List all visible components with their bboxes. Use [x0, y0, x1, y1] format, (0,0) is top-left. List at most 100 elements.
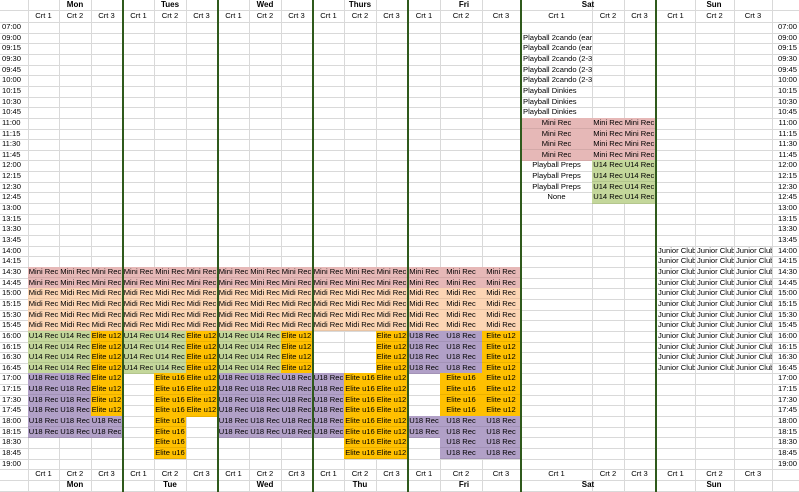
session-cell[interactable]: Elite u12	[91, 362, 122, 374]
session-cell[interactable]: U14 Rec	[123, 330, 154, 342]
session-cell[interactable]: Mini Rec	[154, 277, 186, 289]
session-cell[interactable]: Mini Rec	[91, 266, 122, 279]
session-cell[interactable]: Midi Rec	[123, 298, 154, 311]
session-cell[interactable]: Mini Rec	[376, 277, 407, 289]
session-cell[interactable]: U14 Rec	[592, 171, 624, 183]
session-cell[interactable]: Mini Rec	[281, 277, 312, 289]
session-cell[interactable]: Elite u16	[154, 437, 186, 449]
session-cell[interactable]: Elite u12	[482, 394, 520, 406]
session-cell[interactable]: U18 Rec	[281, 405, 312, 417]
session-cell[interactable]: U18 Rec	[28, 405, 59, 417]
session-cell[interactable]: Junior Club	[697, 245, 734, 255]
session-cell[interactable]: U14 Rec	[59, 352, 91, 364]
session-cell[interactable]: U18 Rec	[408, 416, 440, 428]
session-cell[interactable]: Elite u16	[154, 448, 186, 460]
session-cell[interactable]: Midi Rec	[186, 288, 217, 300]
session-cell[interactable]: Midi Rec	[28, 298, 59, 311]
session-cell[interactable]: Mini Rec	[376, 266, 407, 279]
session-cell[interactable]: U14 Rec	[123, 352, 154, 364]
session-cell[interactable]: Elite u12	[186, 384, 217, 396]
session-cell[interactable]: Mini Rec	[408, 277, 440, 289]
session-cell[interactable]: U18 Rec	[440, 426, 482, 438]
session-cell[interactable]: Elite u16	[154, 394, 186, 406]
session-cell[interactable]: Junior Club	[658, 245, 695, 255]
session-cell[interactable]: Elite u12	[186, 341, 217, 353]
session-cell[interactable]: Elite u16	[154, 426, 186, 438]
session-cell[interactable]: Playball Dinkies	[523, 85, 577, 95]
session-cell[interactable]: Junior Club	[697, 309, 734, 319]
session-cell[interactable]: Junior Club	[736, 309, 772, 319]
session-cell[interactable]: Elite u12	[376, 384, 407, 396]
session-cell[interactable]: Elite u12	[376, 373, 407, 385]
session-cell[interactable]: Mini Rec	[186, 277, 217, 289]
session-cell[interactable]: U14 Rec	[624, 192, 655, 204]
session-cell[interactable]: Midi Rec	[344, 309, 376, 321]
session-cell[interactable]: Junior Club	[697, 298, 734, 308]
session-cell[interactable]: Midi Rec	[91, 298, 122, 311]
session-cell[interactable]: Midi Rec	[344, 320, 376, 332]
session-cell[interactable]: U14 Rec	[592, 160, 624, 172]
session-cell[interactable]: Midi Rec	[249, 298, 281, 311]
session-cell[interactable]: Midi Rec	[59, 309, 91, 321]
session-cell[interactable]: Midi Rec	[440, 320, 482, 332]
session-cell[interactable]: Elite u12	[91, 405, 122, 417]
session-cell[interactable]: Junior Club	[697, 330, 734, 340]
session-cell[interactable]: Elite u16	[440, 384, 482, 396]
session-cell[interactable]: U14 Rec	[624, 181, 655, 193]
session-cell[interactable]: Junior Club	[658, 341, 695, 351]
session-cell[interactable]: Midi Rec	[123, 288, 154, 300]
session-cell[interactable]: U18 Rec	[59, 405, 91, 417]
session-cell[interactable]: Midi Rec	[313, 320, 344, 332]
session-cell[interactable]: U18 Rec	[313, 405, 344, 417]
session-cell[interactable]: Elite u12	[376, 426, 407, 438]
session-cell[interactable]: Mini Rec	[521, 117, 592, 129]
session-cell[interactable]: Midi Rec	[28, 320, 59, 332]
session-cell[interactable]: U18 Rec	[408, 362, 440, 374]
session-cell[interactable]: Midi Rec	[408, 309, 440, 321]
session-cell[interactable]: Mini Rec	[59, 266, 91, 279]
session-cell[interactable]: Midi Rec	[344, 288, 376, 300]
session-cell[interactable]: U18 Rec	[440, 437, 482, 449]
session-cell[interactable]: U18 Rec	[218, 416, 249, 428]
session-cell[interactable]: Midi Rec	[59, 298, 91, 311]
session-cell[interactable]: Midi Rec	[440, 288, 482, 300]
session-cell[interactable]: Mini Rec	[592, 128, 624, 140]
session-cell[interactable]: Junior Club	[658, 298, 695, 308]
session-cell[interactable]: Mini Rec	[59, 277, 91, 289]
session-cell[interactable]: None	[547, 192, 566, 202]
session-cell[interactable]: U18 Rec	[281, 416, 312, 428]
session-cell[interactable]: Elite u16	[344, 373, 376, 385]
session-cell[interactable]: Midi Rec	[482, 309, 520, 321]
session-cell[interactable]: U18 Rec	[440, 330, 482, 342]
session-cell[interactable]: Playball 2cando (early 2s)	[523, 43, 592, 53]
session-cell[interactable]: Junior Club	[697, 256, 734, 266]
session-cell[interactable]: Elite u12	[376, 416, 407, 428]
session-cell[interactable]: U14 Rec	[592, 192, 624, 204]
session-cell[interactable]: Elite u12	[186, 352, 217, 364]
session-cell[interactable]: Mini Rec	[624, 139, 655, 151]
session-cell[interactable]: Junior Club	[697, 288, 734, 298]
session-cell[interactable]: Mini Rec	[440, 266, 482, 279]
session-cell[interactable]: Junior Club	[658, 266, 695, 276]
session-cell[interactable]: Playball 2cando (2-3)	[523, 53, 592, 63]
session-cell[interactable]: U18 Rec	[28, 426, 59, 438]
session-cell[interactable]: U18 Rec	[482, 426, 520, 438]
session-cell[interactable]: U18 Rec	[249, 405, 281, 417]
session-cell[interactable]: Elite u12	[281, 341, 312, 353]
session-cell[interactable]: U14 Rec	[154, 341, 186, 353]
session-cell[interactable]: Midi Rec	[186, 320, 217, 332]
session-cell[interactable]: Mini Rec	[154, 266, 186, 279]
session-cell[interactable]: Midi Rec	[313, 298, 344, 311]
session-cell[interactable]: U18 Rec	[218, 373, 249, 385]
session-cell[interactable]: Elite u12	[376, 394, 407, 406]
session-cell[interactable]: Midi Rec	[186, 298, 217, 311]
session-cell[interactable]: Elite u12	[281, 362, 312, 374]
session-cell[interactable]: U18 Rec	[313, 394, 344, 406]
session-cell[interactable]: U18 Rec	[249, 394, 281, 406]
session-cell[interactable]: U18 Rec	[28, 373, 59, 385]
session-cell[interactable]: Junior Club	[658, 309, 695, 319]
session-cell[interactable]: Midi Rec	[440, 298, 482, 311]
session-cell[interactable]: U14 Rec	[218, 352, 249, 364]
session-cell[interactable]: U18 Rec	[281, 426, 312, 438]
session-cell[interactable]: Midi Rec	[376, 309, 407, 321]
